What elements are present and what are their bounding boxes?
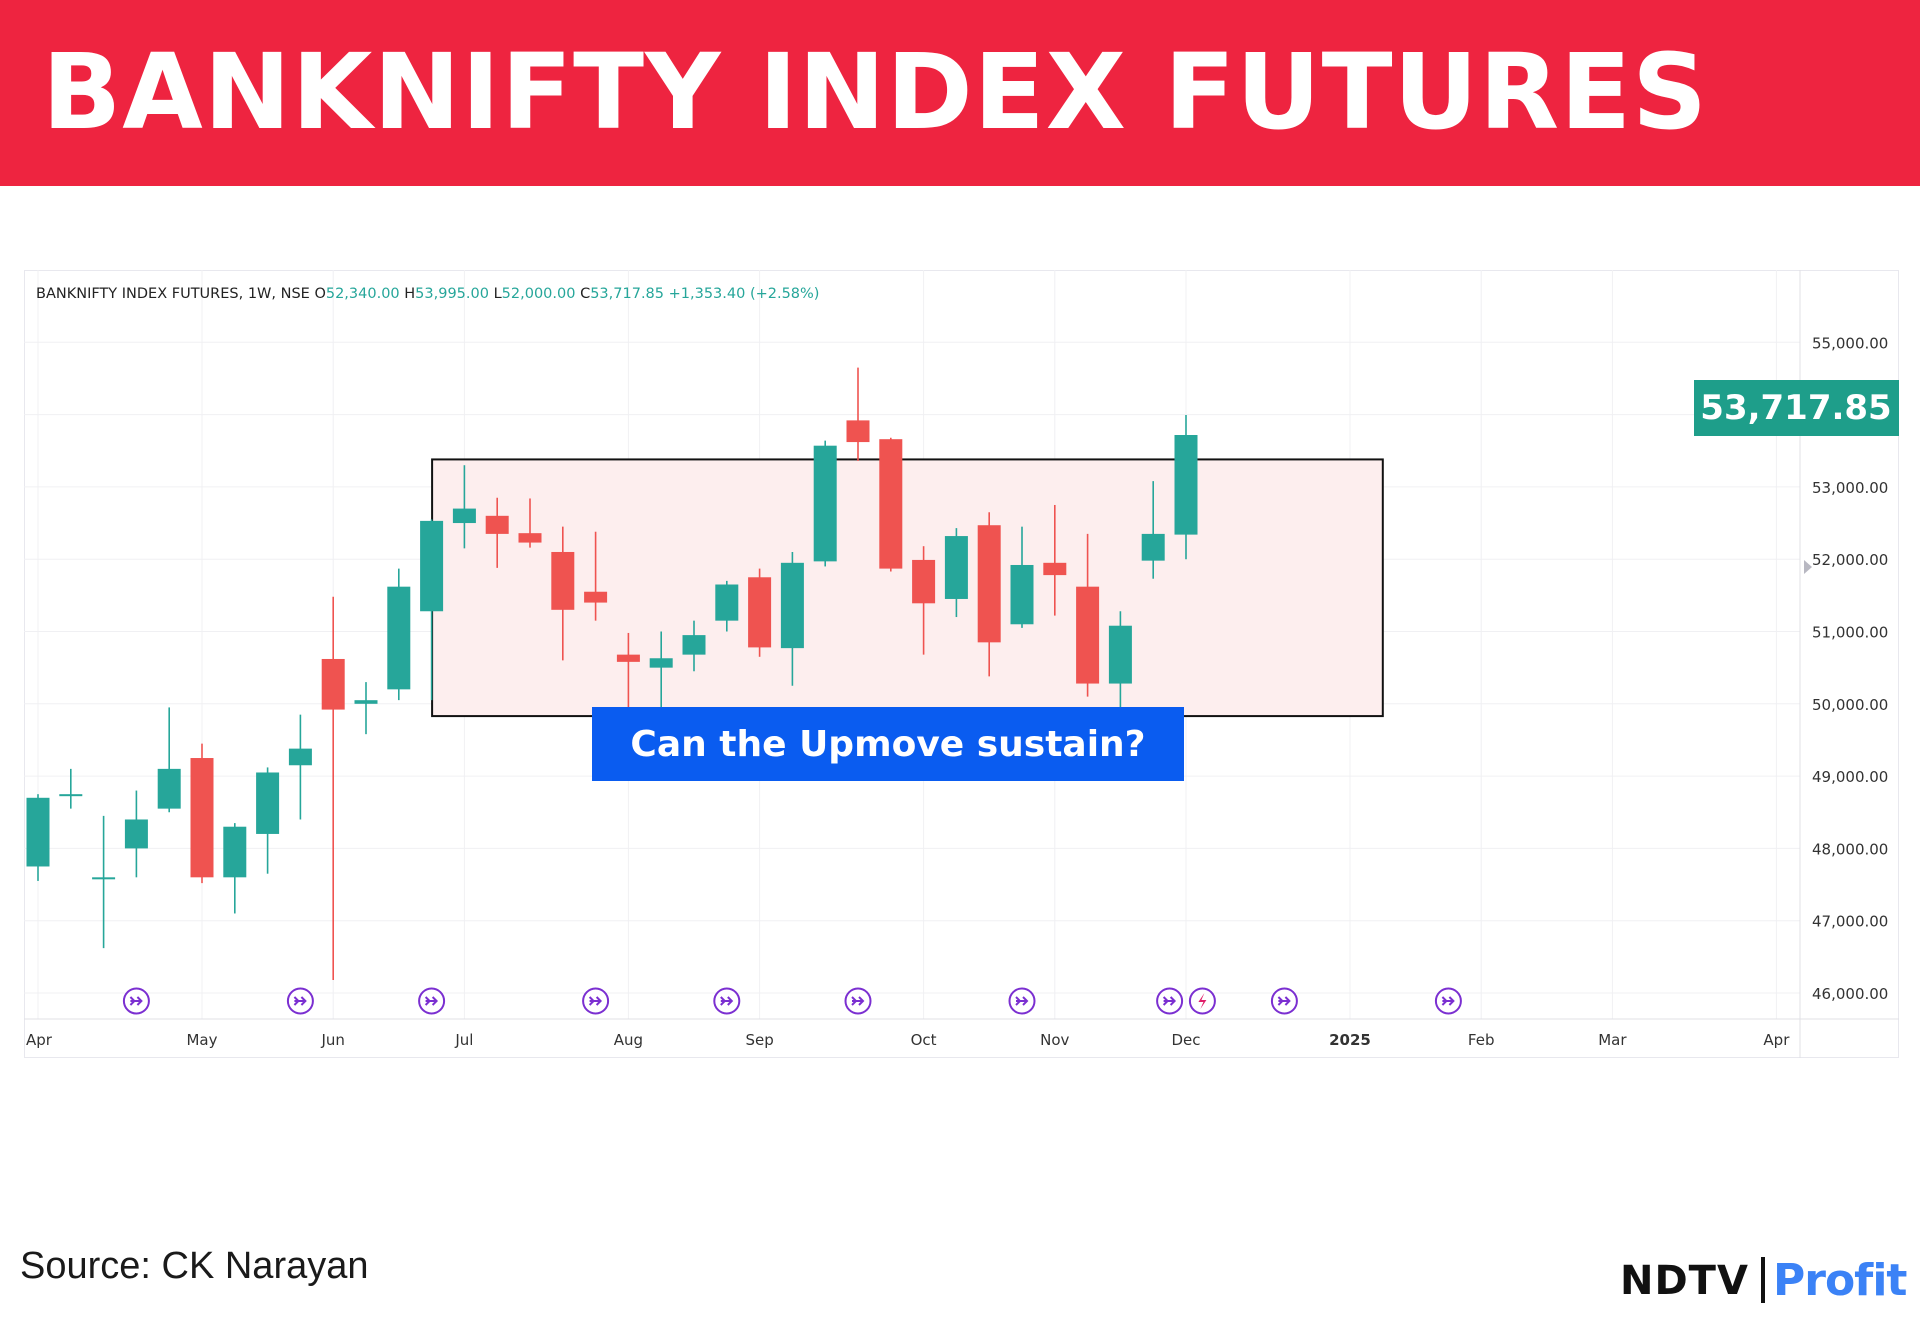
x-tick-label: Aug: [614, 1031, 643, 1049]
candle-body: [748, 577, 772, 648]
y-tick-label: 51,000.00: [1812, 624, 1888, 642]
candle-body: [124, 819, 148, 849]
candle-body: [912, 559, 936, 604]
x-tick-label: Oct: [911, 1031, 937, 1049]
legend-part: 52,340.00: [326, 286, 404, 302]
x-tick-label: Apr: [26, 1031, 53, 1049]
candle-body: [26, 797, 50, 867]
candle-body: [256, 772, 280, 834]
legend-part: O: [314, 286, 325, 302]
dividend-arrow-glyph: [293, 996, 307, 1006]
candlestick-chart: 46,000.00 47,000.00 48,000.00 49,000.00 50,0…: [24, 270, 1899, 1058]
candle-body: [420, 520, 444, 612]
candle-body: [780, 562, 804, 649]
x-tick-label: Sep: [745, 1031, 773, 1049]
source-credit: Source: CK Narayan: [20, 1245, 369, 1287]
y-tick-label: 52,000.00: [1812, 551, 1888, 569]
x-tick-label: Apr: [1763, 1031, 1790, 1049]
consolidation-range-box: [431, 458, 1384, 718]
logo-profit-text: Profit: [1773, 1255, 1907, 1306]
y-tick-label: 53,000.00: [1812, 479, 1888, 497]
candle-body: [1108, 625, 1132, 684]
title-banner: BANKNIFTY INDEX FUTURES: [0, 0, 1920, 186]
candle-body: [452, 508, 476, 524]
candle-body: [682, 635, 706, 655]
candle-body: [1043, 562, 1067, 576]
legend-part: 52,000.00: [502, 286, 580, 302]
candle-body: [715, 584, 739, 621]
legend-part: 53,995.00: [415, 286, 493, 302]
candle-body: [354, 700, 378, 704]
legend-part: L: [494, 286, 502, 302]
x-tick-label: Nov: [1040, 1031, 1069, 1049]
legend-part: 53,717.85: [590, 286, 668, 302]
candle-body: [92, 877, 116, 880]
candle-body: [1174, 434, 1198, 535]
candle-body: [649, 658, 673, 668]
dividend-arrow-glyph: [1015, 996, 1029, 1006]
page-title: BANKNIFTY INDEX FUTURES: [42, 31, 1709, 153]
dividend-arrow-glyph: [588, 996, 603, 1006]
candle-body: [485, 515, 509, 534]
annotation-callout: [592, 707, 1184, 781]
legend-part: BANKNIFTY INDEX FUTURES, 1W, NSE: [36, 286, 314, 302]
candle-body: [518, 533, 542, 543]
y-tick-label: 47,000.00: [1812, 913, 1888, 931]
x-tick-label: 2025: [1329, 1031, 1371, 1049]
y-tick-label: 50,000.00: [1812, 696, 1888, 714]
candle-body: [846, 420, 870, 443]
candle-body: [288, 748, 312, 766]
last-price-tag: [1694, 380, 1899, 436]
logo-divider: [1761, 1257, 1765, 1303]
candle-body: [223, 826, 247, 878]
candle-body: [584, 591, 608, 603]
dividend-arrow-glyph: [1162, 996, 1177, 1006]
dividend-arrow-glyph: [1277, 996, 1291, 1006]
y-tick-label: 46,000.00: [1812, 985, 1888, 1003]
dividend-arrow-glyph: [720, 996, 734, 1006]
y-tick-label: 49,000.00: [1812, 768, 1888, 786]
x-tick-label: Mar: [1598, 1031, 1627, 1049]
candle-body: [387, 586, 411, 690]
candle-body: [1076, 586, 1100, 684]
last-price-value: 53,717.85: [1700, 388, 1891, 428]
candle-body: [321, 658, 345, 710]
y-tick-label: 55,000.00: [1812, 334, 1888, 352]
candle-body: [157, 768, 181, 809]
dividend-arrow-glyph: [424, 996, 439, 1006]
candle-body: [1141, 533, 1165, 561]
annotation-text: Can the Upmove sustain?: [630, 724, 1145, 765]
lightning-icon: [1198, 993, 1207, 1009]
legend-part: H: [404, 286, 415, 302]
candle-body: [977, 525, 1001, 643]
ndtv-profit-logo: NDTV Profit: [1620, 1253, 1907, 1309]
candle-body: [944, 536, 968, 599]
candle-body: [59, 794, 83, 797]
x-tick-label: Jul: [454, 1031, 473, 1049]
candle-body: [1010, 564, 1034, 625]
candle-body: [551, 551, 575, 610]
candle-body: [190, 758, 214, 878]
candle-body: [879, 439, 903, 569]
x-tick-label: May: [186, 1031, 217, 1049]
legend-part: C: [580, 286, 590, 302]
candle-body: [813, 445, 837, 562]
candle-body: [616, 654, 640, 662]
y-tick-label: 48,000.00: [1812, 840, 1888, 858]
chart-panel: 46,000.00 47,000.00 48,000.00 49,000.00 50,0…: [24, 270, 1899, 1058]
logo-ndtv-text: NDTV: [1620, 1258, 1749, 1304]
dividend-arrow-glyph: [1441, 996, 1455, 1006]
x-tick-label: Jun: [320, 1031, 344, 1049]
dividend-arrow-glyph: [129, 996, 143, 1006]
x-tick-label: Feb: [1468, 1031, 1495, 1049]
ohlc-legend: BANKNIFTY INDEX FUTURES, 1W, NSE O52,340…: [36, 286, 819, 302]
price-scale-handle-icon: [1804, 560, 1812, 574]
legend-part: +1,353.40 (+2.58%): [669, 286, 820, 302]
dividend-arrow-glyph: [851, 996, 865, 1006]
x-tick-label: Dec: [1171, 1031, 1200, 1049]
